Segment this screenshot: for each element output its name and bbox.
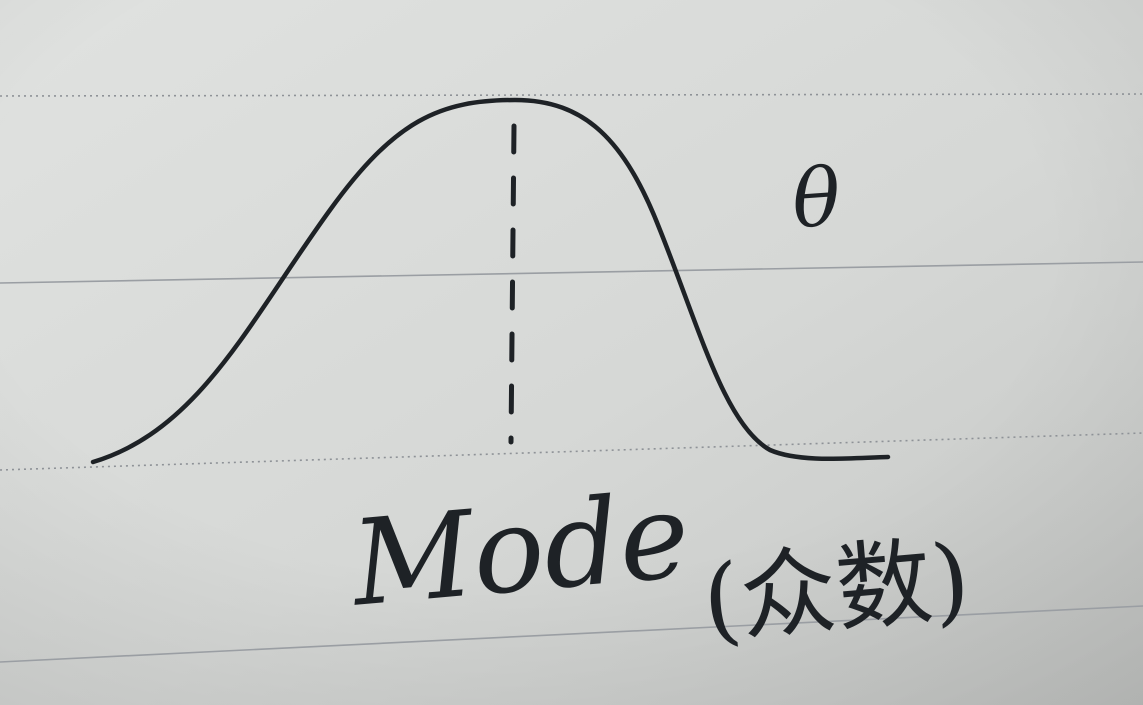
dotted-rule-line <box>0 93 1143 97</box>
dotted-rule-line <box>0 432 1143 471</box>
ruled-lines <box>0 93 1143 663</box>
mode-dashed-line <box>508 123 517 445</box>
mode-label: Mode <box>345 466 695 633</box>
solid-rule-line <box>0 605 1143 663</box>
solid-rule-line <box>0 261 1143 284</box>
mode-label-chinese: (众数) <box>698 523 974 658</box>
distribution-curve <box>90 97 891 465</box>
theta-symbol: θ <box>789 150 844 246</box>
